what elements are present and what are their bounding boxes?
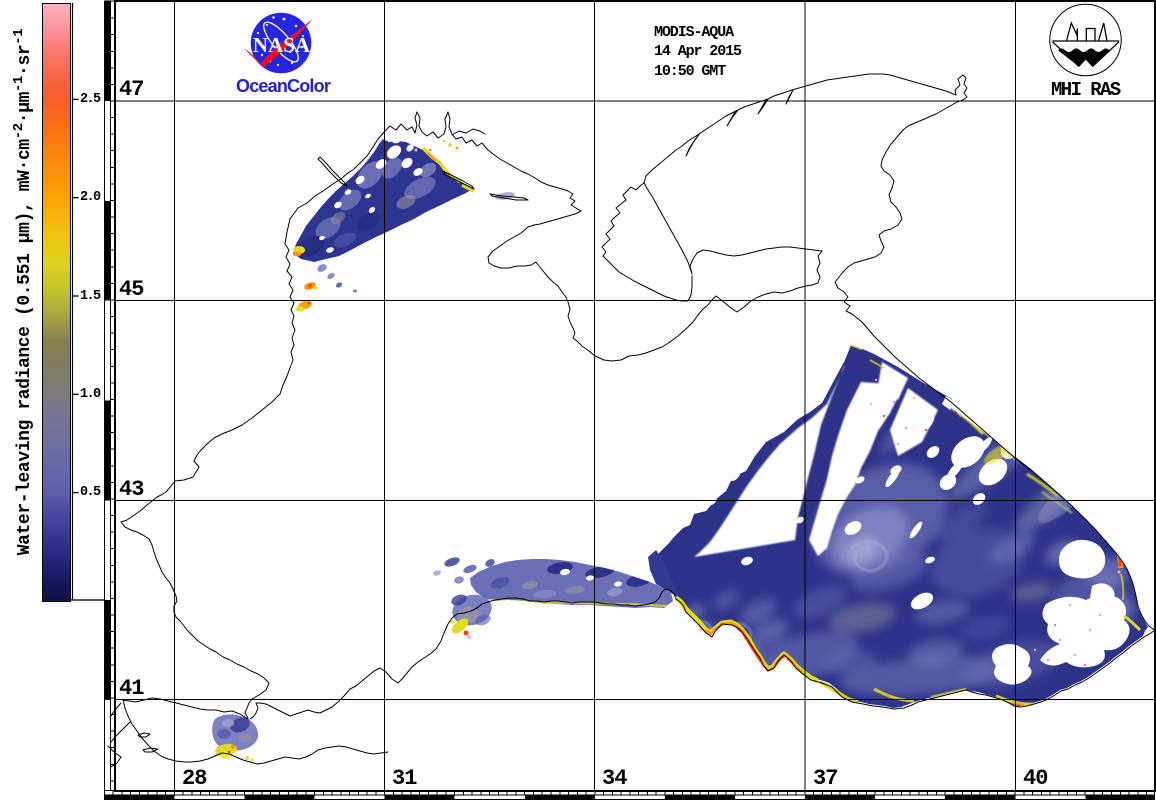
svg-text:NASA: NASA — [253, 33, 311, 57]
